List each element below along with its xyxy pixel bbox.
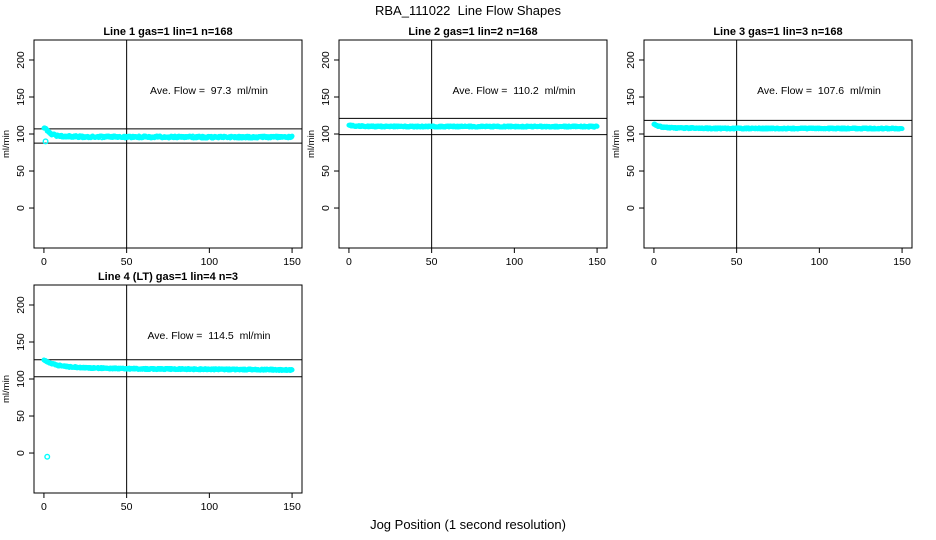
- subplot-line-2: Line 2 gas=1 lin=2 n=168 ml/min 0 50 100 15…: [305, 22, 617, 268]
- x-tick-label: 50: [121, 501, 133, 513]
- plot-area: 0 50 100 150 0 50 100 150 200: [15, 39, 303, 268]
- x-tick-label: 50: [426, 256, 438, 268]
- subplot-title: Line 3 gas=1 lin=3 n=168: [713, 26, 842, 38]
- x-tick-label: 100: [506, 256, 524, 268]
- x-tick-label: 50: [731, 256, 743, 268]
- y-tick-label: 150: [15, 333, 27, 351]
- y-tick-label: 0: [15, 450, 27, 456]
- x-tick-label: 0: [651, 256, 657, 268]
- y-tick-label: 50: [15, 165, 27, 177]
- y-axis-label: ml/min: [1, 375, 12, 403]
- y-tick-label: 100: [15, 125, 27, 143]
- x-tick-label: 0: [41, 501, 47, 513]
- y-axis-label: ml/min: [611, 130, 622, 158]
- y-tick-label: 150: [320, 88, 332, 106]
- y-tick-label: 150: [625, 88, 637, 106]
- y-tick-label: 100: [15, 370, 27, 388]
- x-tick-label: 100: [201, 501, 219, 513]
- x-tick-label: 150: [588, 256, 606, 268]
- x-tick-label: 100: [811, 256, 829, 268]
- subplot-title: Line 2 gas=1 lin=2 n=168: [408, 26, 537, 38]
- ave-flow-annotation: Ave. Flow = 110.2 ml/min: [452, 85, 575, 97]
- y-axis-label: ml/min: [1, 130, 12, 158]
- y-tick-label: 50: [15, 410, 27, 422]
- x-tick-label: 150: [283, 256, 301, 268]
- y-tick-label: 0: [625, 205, 637, 211]
- subplot-title: Line 1 gas=1 lin=1 n=168: [103, 26, 232, 38]
- y-tick-label: 200: [320, 51, 332, 69]
- y-tick-label: 100: [625, 125, 637, 143]
- y-tick-label: 200: [625, 51, 637, 69]
- y-tick-label: 0: [320, 205, 332, 211]
- ave-flow-annotation: Ave. Flow = 97.3 ml/min: [150, 85, 268, 97]
- y-tick-label: 200: [15, 51, 27, 69]
- ave-flow-annotation: Ave. Flow = 107.6 ml/min: [757, 85, 881, 97]
- y-tick-label: 150: [15, 88, 27, 106]
- subplot-line-3: Line 3 gas=1 lin=3 n=168 ml/min 0 50 100 15…: [610, 22, 922, 268]
- x-tick-label: 150: [893, 256, 911, 268]
- y-tick-label: 50: [320, 165, 332, 177]
- subplot-line-1: Line 1 gas=1 lin=1 n=168 ml/min 0 50 100 15…: [0, 22, 312, 268]
- subplot-title: Line 4 (LT) gas=1 lin=4 n=3: [98, 271, 238, 283]
- x-axis-caption: Jog Position (1 second resolution): [370, 517, 566, 532]
- y-axis-label: ml/min: [306, 130, 317, 158]
- plot-area: 0 50 100 150 0 50 100 150 200: [15, 284, 303, 513]
- subplot-line-4: Line 4 (LT) gas=1 lin=4 n=3 ml/min 0 50 10…: [0, 267, 312, 513]
- plot-area: 0 50 100 150 0 50 100 150 200: [320, 39, 608, 268]
- x-tick-label: 100: [201, 256, 219, 268]
- y-tick-label: 100: [320, 125, 332, 143]
- x-tick-label: 50: [121, 256, 133, 268]
- ave-flow-annotation: Ave. Flow = 114.5 ml/min: [147, 330, 270, 342]
- main-title: RBA_111022 Line Flow Shapes: [375, 3, 561, 18]
- y-tick-label: 50: [625, 165, 637, 177]
- x-tick-label: 0: [41, 256, 47, 268]
- x-tick-label: 150: [283, 501, 301, 513]
- x-tick-label: 0: [346, 256, 352, 268]
- plot-area: 0 50 100 150 0 50 100 150 200: [625, 39, 913, 268]
- y-tick-label: 0: [15, 205, 27, 211]
- y-tick-label: 200: [15, 296, 27, 314]
